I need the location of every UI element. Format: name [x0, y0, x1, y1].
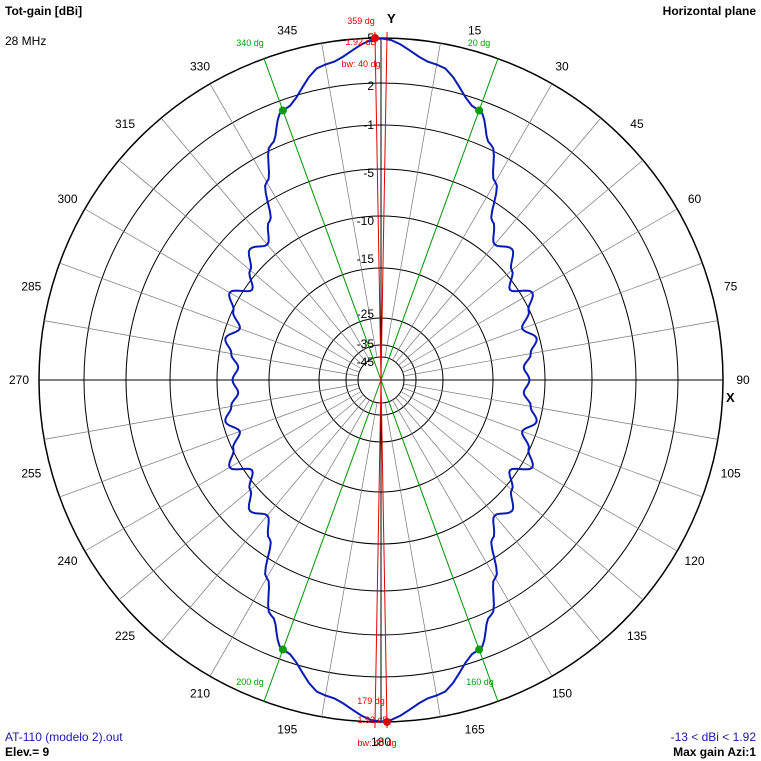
azimuth-tick-label: 150 [552, 687, 572, 701]
azimuth-tick-label: 105 [721, 467, 741, 481]
max-gain-value-label: 1.92 dB [345, 37, 376, 47]
gain-range-label: -13 < dBi < 1.92 [670, 730, 756, 744]
gain-ring-label: 2 [367, 79, 374, 93]
azimuth-spoke [160, 117, 367, 363]
max-gain-value-label: 1.92 dB [357, 715, 388, 725]
azimuth-tick-label: 255 [21, 467, 41, 481]
azimuth-spoke [392, 399, 553, 677]
gain-ring-label: -1 [363, 118, 374, 132]
gain-ring-label: -10 [357, 214, 375, 228]
file-name: AT-110 (modelo 2).out [5, 730, 123, 744]
radiation-pattern-line [224, 37, 538, 723]
azimuth-tick-label: 135 [627, 629, 647, 643]
azimuth-tick-label: 30 [555, 59, 569, 73]
y-axis-label: Y [387, 11, 396, 26]
beamwidth-angle-label: 160 dg [466, 677, 494, 687]
azimuth-tick-label: 165 [465, 723, 485, 737]
azimuth-tick-label: 120 [684, 554, 704, 568]
azimuth-tick-label: 330 [190, 59, 210, 73]
azimuth-tick-label: 75 [724, 279, 738, 293]
azimuth-spoke [384, 402, 441, 717]
azimuth-tick-label: 90 [736, 373, 750, 387]
beamwidth-angle-label: 200 dg [236, 677, 264, 687]
azimuth-tick-label: 315 [115, 117, 135, 131]
azimuth-spoke [392, 83, 553, 361]
azimuth-tick-label: 210 [190, 687, 210, 701]
azimuth-spoke [44, 320, 359, 377]
azimuth-tick-labels: 15 30 45 60 75 90 105 120 135 150 165 180 195 210 225 2… [9, 23, 750, 749]
beamwidth-label: bw: 40 dg [341, 59, 380, 69]
pattern-markers [278, 34, 484, 726]
azimuth-spoke [403, 383, 718, 440]
beamwidth-marker [475, 106, 484, 115]
max-azimuth-label: 359 dg [347, 16, 375, 26]
azimuth-spoke [402, 262, 703, 373]
azimuth-spoke [395, 117, 602, 363]
gain-ring-label: -5 [363, 166, 374, 180]
azimuth-tick-label: 180 [371, 735, 391, 749]
gain-ring-label: -25 [357, 307, 375, 321]
azimuth-spoke [84, 208, 362, 369]
elevation-label: Elev.= 9 [5, 745, 50, 759]
beamwidth-marker [278, 106, 287, 115]
azimuth-tick-label: 345 [277, 23, 297, 37]
max-gain-marker [382, 717, 391, 726]
max-gain-label: Max gain Azi:1 [673, 745, 756, 759]
azimuth-tick-label: 300 [57, 192, 77, 206]
azimuth-spoke [59, 387, 360, 498]
azimuth-spoke [160, 397, 367, 643]
beamwidth-angle-label: 340 dg [236, 38, 264, 48]
x-axis-label: X [726, 390, 735, 405]
gain-ring-label: -35 [357, 337, 375, 351]
max-gain-line [374, 32, 388, 728]
max-gain-marker [371, 34, 380, 43]
azimuth-tick-label: 240 [57, 554, 77, 568]
gain-ring-labels: 5 2 -1 -5 -10 -15 -25 -35 -45 [357, 31, 375, 369]
azimuth-tick-label: 225 [115, 629, 135, 643]
azimuth-spoke [59, 262, 360, 373]
azimuth-spoke [384, 43, 441, 358]
beamwidth-label: bw: 40 dg [357, 738, 396, 748]
azimuth-tick-label: 270 [9, 373, 29, 387]
frequency-label: 28 MHz [5, 34, 47, 48]
azimuth-tick-label: 285 [21, 279, 41, 293]
azimuth-spoke [118, 159, 364, 366]
azimuth-tick-label: 60 [688, 192, 702, 206]
beamwidth-marker [278, 645, 287, 654]
azimuth-spoke [209, 83, 370, 361]
plane-label: Horizontal plane [662, 4, 756, 18]
azimuth-spoke [398, 394, 644, 601]
beamwidth-marker [475, 645, 484, 654]
azimuth-tick-label: 195 [277, 723, 297, 737]
azimuth-spoke [400, 208, 678, 369]
azimuth-spoke [403, 320, 718, 377]
gain-ring-label: -15 [357, 252, 375, 266]
azimuth-spoke [321, 402, 378, 717]
azimuth-spoke [84, 391, 362, 552]
max-azimuth-label: 179 dg [357, 696, 385, 706]
azimuth-spoke [402, 387, 703, 498]
azimuth-spoke [395, 397, 602, 643]
azimuth-spoke [400, 391, 678, 552]
azimuth-tick-label: 15 [468, 23, 482, 37]
azimuth-spoke [118, 394, 364, 601]
chart-title: Tot-gain [dBi] [5, 4, 83, 18]
gain-ring-label: 5 [367, 31, 374, 45]
azimuth-spoke [209, 399, 370, 677]
azimuth-spoke [321, 43, 378, 358]
max-gain-lines [374, 32, 388, 728]
azimuth-tick-label: 45 [630, 117, 644, 131]
gain-ring-label: -45 [357, 355, 375, 369]
azimuth-spoke [398, 159, 644, 366]
beamwidth-angle-label: 20 dg [468, 38, 491, 48]
azimuth-spoke [44, 383, 359, 440]
marker-annotations: 359 dg 1.92 dB bw: 40 dg 179 dg 1.92 dB bw: 4… [236, 16, 494, 748]
